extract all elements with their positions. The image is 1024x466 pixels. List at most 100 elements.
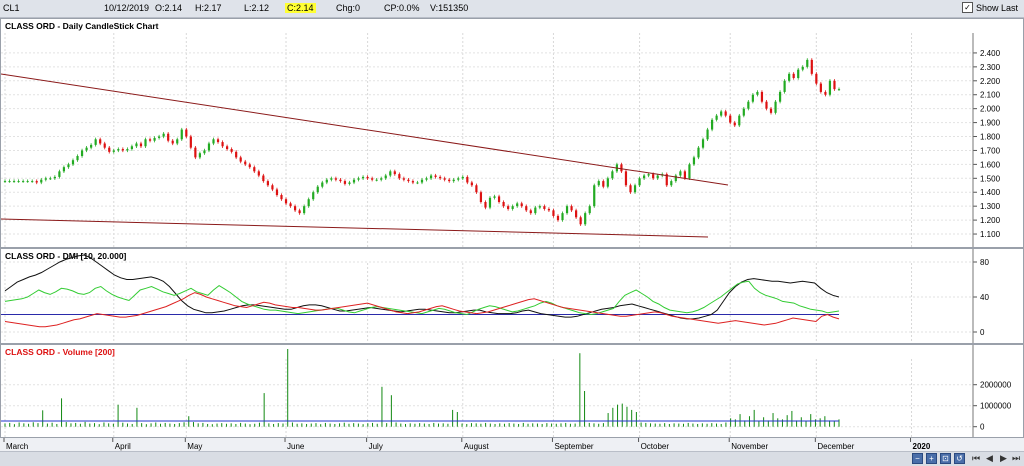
candle-body	[162, 133, 165, 137]
candle-body	[334, 178, 337, 180]
candle-body	[611, 171, 614, 179]
x-tick-label: 2020	[913, 442, 931, 451]
candle-body	[17, 181, 20, 183]
scroll-first-icon[interactable]: ⏮	[972, 453, 981, 463]
candle-body	[90, 144, 93, 148]
y-tick-label: 2.400	[980, 49, 1001, 58]
candle-body	[407, 179, 410, 182]
candle-body	[525, 206, 528, 211]
y-tick-label: 40	[980, 293, 989, 302]
candle-body	[371, 178, 374, 180]
candle-body	[633, 185, 637, 193]
candle-body	[733, 122, 736, 126]
dmi-chart-title: CLASS ORD - DMI [10, 20.000]	[5, 251, 127, 261]
candle-body	[760, 91, 764, 102]
zoom-out-button[interactable]: −	[912, 453, 923, 464]
candle-body	[561, 213, 564, 221]
time-axis: March April May June July August September Octo…	[0, 437, 1024, 452]
volume-panel[interactable]: CLASS ORD - Volume [200] 2000000 1000000 0	[0, 344, 1024, 438]
candle-body	[148, 139, 152, 141]
show-last-checkbox[interactable]: ✓	[961, 2, 973, 13]
candle-body	[529, 210, 532, 214]
y-tick-label: 1.400	[980, 188, 1001, 197]
y-tick-label: 1.900	[980, 119, 1001, 128]
candle-body	[788, 73, 791, 81]
candle-body	[257, 171, 260, 176]
candle-body	[248, 164, 251, 168]
candle-body	[31, 181, 34, 183]
candle-body	[579, 217, 582, 225]
y-tick-label: 1.500	[980, 174, 1001, 183]
candle-body	[452, 179, 455, 182]
candle-body	[189, 136, 192, 148]
candle-body	[797, 69, 800, 79]
y-tick-label: 2.200	[980, 77, 1001, 86]
scroll-left-icon[interactable]: ◀	[986, 453, 993, 463]
candle-body	[316, 186, 319, 193]
candle-body	[80, 150, 84, 157]
candlestick-chart: 2.400 2.300 2.200 2.100 2.000 1.900 1.800 1.700…	[1, 33, 1001, 247]
candle-body	[642, 175, 646, 179]
candle-body	[12, 181, 16, 183]
candle-body	[298, 210, 301, 214]
candle-body	[158, 136, 161, 138]
candle-body	[35, 181, 38, 183]
candle-body	[756, 91, 759, 95]
candle-body	[837, 89, 841, 91]
candle-body	[303, 206, 306, 214]
candle-body	[720, 111, 723, 116]
close-readout: C:2.14	[285, 3, 316, 13]
candle-body	[321, 182, 324, 187]
price-panel[interactable]: CLASS ORD - Daily CandleStick Chart 2.40…	[0, 18, 1024, 248]
lower-trendline	[1, 218, 709, 238]
candle-body	[479, 192, 483, 202]
candle-body	[402, 178, 405, 180]
candle-body	[710, 119, 714, 130]
candle-body	[701, 139, 705, 148]
candle-body	[810, 59, 813, 74]
x-tick-label: December	[817, 442, 854, 451]
candle-body	[425, 178, 428, 180]
candle-body	[325, 179, 328, 183]
candle-body	[502, 201, 505, 207]
candle-body	[488, 197, 492, 208]
zoom-in-button[interactable]: +	[926, 453, 937, 464]
candle-body	[493, 196, 496, 198]
candle-body	[121, 149, 124, 151]
candle-body	[271, 185, 274, 190]
candle-body	[67, 164, 70, 168]
candle-body	[8, 181, 11, 183]
candle-body	[289, 203, 292, 207]
dmi-panel[interactable]: CLASS ORD - DMI [10, 20.000] 80 40 0	[0, 248, 1024, 344]
reset-button[interactable]: ↺	[954, 453, 965, 464]
candle-body	[674, 175, 677, 182]
low-readout: L:2.12	[244, 3, 270, 13]
scroll-last-icon[interactable]: ⏭	[1012, 453, 1021, 463]
candle-body	[801, 66, 804, 70]
show-last-toggle[interactable]: ✓ Show Last	[961, 2, 1018, 13]
candle-body	[117, 149, 120, 151]
scroll-right-icon[interactable]: ▶	[1000, 453, 1007, 463]
high-readout: H:2.17	[195, 3, 222, 13]
fit-button[interactable]: ⊡	[940, 453, 951, 464]
candle-body	[253, 167, 256, 172]
candle-body	[85, 147, 88, 151]
candle-body	[103, 143, 106, 148]
candle-body	[198, 153, 202, 158]
change-readout: Chg:0	[336, 3, 361, 13]
candle-body	[584, 213, 587, 225]
candle-body	[670, 181, 673, 186]
y-tick-label: 2000000	[980, 381, 1012, 390]
candle-body	[126, 149, 129, 151]
candle-body	[71, 160, 75, 165]
candle-body	[534, 207, 537, 214]
candle-body	[470, 182, 473, 186]
candle-body	[416, 182, 419, 184]
candle-body	[225, 146, 229, 150]
change-percent-readout: CP:0.0%	[384, 3, 420, 13]
candle-body	[343, 181, 347, 184]
candle-body	[692, 157, 696, 165]
candle-body	[361, 176, 365, 179]
candle-body	[624, 171, 628, 186]
candle-body	[194, 147, 197, 158]
